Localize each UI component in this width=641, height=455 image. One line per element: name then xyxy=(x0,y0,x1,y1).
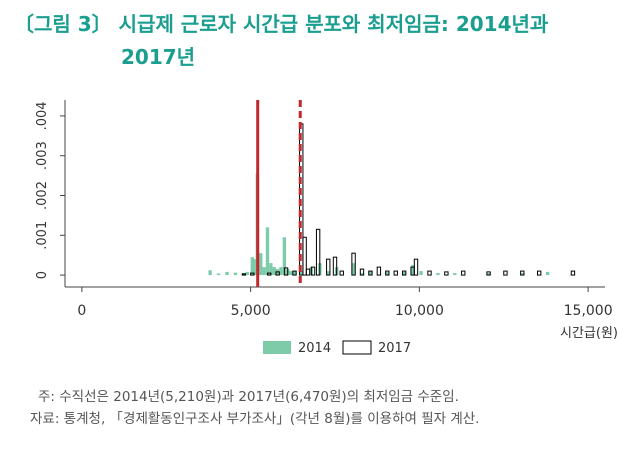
bar-2014 xyxy=(269,263,273,276)
bar-2017 xyxy=(427,270,432,276)
bar-2017 xyxy=(537,270,542,276)
bar-2014 xyxy=(265,227,270,276)
bar-2017 xyxy=(241,273,247,276)
bar-2014 xyxy=(351,263,356,276)
bar-2017 xyxy=(402,270,407,276)
legend-label-2017: 2017 xyxy=(378,341,411,356)
bar-2017 xyxy=(359,268,365,276)
y-tick-label: .004 xyxy=(35,101,50,130)
bar-2017 xyxy=(520,270,525,276)
y-tick-label: .003 xyxy=(35,141,50,170)
legend-swatch-2017 xyxy=(342,340,372,355)
y-tick-label: .002 xyxy=(35,181,50,210)
bar-2017 xyxy=(393,270,398,276)
bar-2017 xyxy=(326,258,331,276)
chart-title-line1: 〔그림 3〕 시급제 근로자 시간급 분포와 최저임금: 2014년과 xyxy=(14,12,549,36)
bar-2014 xyxy=(233,272,238,276)
x-tick-label: 5,000 xyxy=(231,303,271,319)
bar-2017 xyxy=(486,271,491,276)
bar-2014 xyxy=(282,237,287,276)
y-tick-label: 0 xyxy=(35,271,50,279)
bar-2014 xyxy=(250,257,254,276)
bar-2014 xyxy=(216,273,221,276)
bar-2017 xyxy=(461,270,466,276)
bar-2017 xyxy=(275,271,280,276)
bar-2017 xyxy=(368,270,373,276)
bar-2017 xyxy=(339,270,344,276)
bar-2017 xyxy=(376,266,382,276)
legend-swatch-2014 xyxy=(263,341,291,354)
bar-2014 xyxy=(385,271,389,276)
bar-2014 xyxy=(299,271,303,276)
bar-2017 xyxy=(267,272,272,276)
bar-2014 xyxy=(279,267,283,276)
bar-2017 xyxy=(305,268,311,276)
bar-2014 xyxy=(289,271,293,276)
bar-2017 xyxy=(351,252,356,276)
chart-source: 자료: 통계청, 「경제활동인구조사 부가조사」(각년 8월)를 이용하여 필자… xyxy=(30,411,480,427)
chart-title-line2: 2017년 xyxy=(121,45,196,69)
bar-2014 xyxy=(368,271,373,276)
x-tick-label: 15,000 xyxy=(564,303,613,319)
bar-2014 xyxy=(486,273,491,276)
bar-2017 xyxy=(292,270,297,276)
bar-2014 xyxy=(208,270,212,276)
x-tick-label: 10,000 xyxy=(395,303,444,319)
bar-2014 xyxy=(545,271,550,276)
bar-2017 xyxy=(283,267,289,276)
bar-2014 xyxy=(520,273,524,276)
bar-2014 xyxy=(436,273,440,276)
bar-2014 xyxy=(292,271,297,276)
legend-label-2014: 2014 xyxy=(298,341,331,356)
bar-2014 xyxy=(262,267,266,276)
bar-2014 xyxy=(259,253,263,276)
bar-2017 xyxy=(503,270,508,276)
y-tick-label: .001 xyxy=(35,221,50,250)
bar-2014 xyxy=(225,271,229,276)
bar-2017 xyxy=(385,270,390,276)
bar-2017 xyxy=(250,272,255,276)
bar-2017 xyxy=(310,266,316,276)
bar-2017 xyxy=(570,270,576,276)
x-axis-title: 시간급(원) xyxy=(560,326,618,341)
bar-2014 xyxy=(410,265,415,276)
chart-title: 〔그림 3〕 시급제 근로자 시간급 분포와 최저임금: 2014년과 2017… xyxy=(14,8,548,74)
chart-note: 주: 수직선은 2014년(5,210원)과 2017년(6,470원)의 최저… xyxy=(38,389,459,405)
bar-2017 xyxy=(444,271,449,276)
bar-2017 xyxy=(315,228,321,276)
bar-2014 xyxy=(245,271,249,276)
bar-2017 xyxy=(413,258,419,276)
bar-2017 xyxy=(302,236,307,276)
bar-2014 xyxy=(402,271,406,276)
bar-2014 xyxy=(272,267,276,276)
bar-2014 xyxy=(453,273,457,276)
x-tick-label: 0 xyxy=(77,303,86,319)
bar-2014 xyxy=(360,273,364,276)
bar-2014 xyxy=(326,271,330,276)
bar-2017 xyxy=(332,256,338,276)
bar-2014 xyxy=(419,271,423,276)
